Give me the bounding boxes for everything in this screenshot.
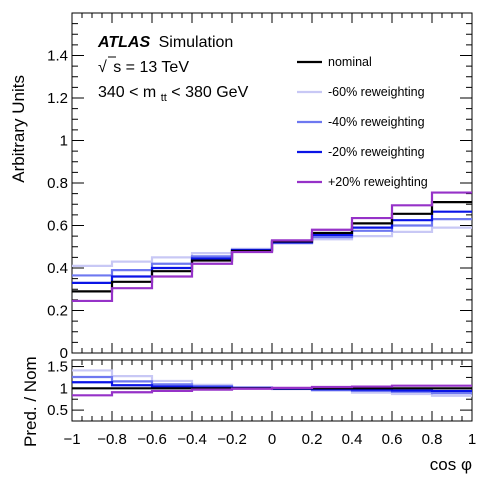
ratio-y-tick-label: 1 [60, 380, 68, 397]
legend-entry: -60% reweighting [328, 85, 425, 99]
x-tick-label: 0 [268, 431, 276, 448]
x-tick-label: −0.2 [217, 431, 247, 448]
main-panel: 0 0.2 0.4 0.6 0.8 1 1.2 1.4 Arbitrary Units ATL… [9, 12, 473, 362]
ratio-y-tick-label: 1.5 [47, 359, 68, 376]
mass-range-end: < 380 GeV [171, 84, 248, 101]
atlas-label: ATLAS [97, 34, 150, 51]
ratio-y-tick-label: 0.5 [47, 402, 68, 419]
legend-entry: +20% reweighting [328, 175, 428, 189]
x-tick-label: −1 [63, 431, 80, 448]
x-tick-label: −0.6 [137, 431, 167, 448]
mass-subscript: tt [161, 92, 167, 104]
legend-entry: -20% reweighting [328, 145, 425, 159]
main-y-tick-label: 0.4 [47, 260, 68, 277]
mass-range-label: 340 < m [98, 84, 156, 101]
main-x-ticks [71, 13, 473, 353]
x-tick-label: 0.2 [302, 431, 323, 448]
x-tick-label: 0.4 [342, 431, 363, 448]
energy-label: s = 13 TeV [113, 59, 189, 76]
main-y-tick-label: 1 [60, 133, 68, 150]
ratio-x-ticks: −1 −0.8 −0.6 −0.4 −0.2 0 0.2 0.4 0.6 0.8 1 [63, 360, 476, 448]
simulation-label: Simulation [159, 34, 234, 51]
svg-text:340 < m tt <: 340 < m tt < 380 GeV [98, 84, 249, 105]
main-y-ticks: 0 0.2 0.4 0.6 0.8 1 1.2 1.4 [47, 23, 472, 362]
x-tick-label: 0.8 [422, 431, 443, 448]
sqrt-symbol: √ [98, 59, 107, 76]
ratio-series [72, 369, 472, 397]
legend-entry: nominal [328, 55, 372, 69]
main-y-axis-title: Arbitrary Units [9, 75, 28, 183]
main-y-tick-label: 0 [60, 345, 68, 362]
legend-entry: -40% reweighting [328, 115, 425, 129]
main-series--20-reweighting [72, 191, 472, 303]
ratio-y-ticks: 0.5 1 1.5 [47, 359, 472, 419]
main-y-tick-label: 0.2 [47, 303, 68, 320]
svg-text:ATLAS Simulation: ATLAS Simulation [97, 34, 233, 51]
ratio-y-axis-title: Pred. / Nom [21, 356, 40, 447]
svg-text:√ s = 13 TeV: √ s = 13 TeV [98, 59, 189, 76]
main-y-tick-label: 0.6 [47, 218, 68, 235]
x-tick-label: −0.4 [177, 431, 207, 448]
legend: nominal -60% reweighting -40% reweighting -… [297, 55, 428, 189]
x-tick-label: 1 [468, 431, 476, 448]
ratio-panel: 0.5 1 1.5 −1 −0.8 −0.6 −0.4 −0.2 0 0.2 0.4 0.6 0.8 1… [21, 356, 476, 474]
main-y-tick-label: 1.4 [47, 48, 68, 65]
ratio-series--20-reweighting [72, 384, 472, 397]
main-series [72, 191, 472, 303]
main-y-tick-label: 1.2 [47, 90, 68, 107]
x-axis-title: cos φ [430, 455, 472, 474]
x-tick-label: −0.8 [97, 431, 127, 448]
atlas-annotation: ATLAS Simulation √ s = 13 TeV 340 < m tt… [97, 34, 249, 105]
main-y-tick-label: 0.8 [47, 175, 68, 192]
x-tick-label: 0.6 [382, 431, 403, 448]
